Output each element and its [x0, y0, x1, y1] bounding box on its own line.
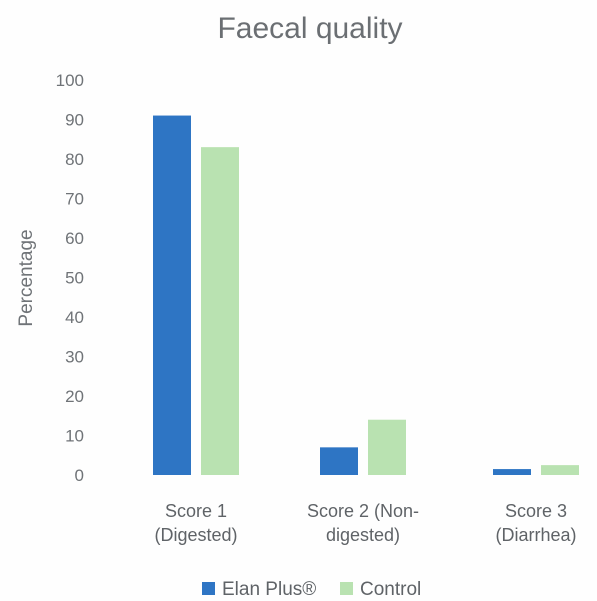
- x-category-label: Score 2 (Non-: [307, 501, 419, 521]
- x-category-label: (Digested): [154, 525, 237, 545]
- bars: [153, 115, 579, 476]
- bar-elan-plus-3: [493, 469, 531, 475]
- legend: Elan Plus® Control: [202, 579, 421, 600]
- x-category-label: (Diarrhea): [495, 525, 576, 545]
- y-tick-label: 70: [65, 190, 84, 209]
- x-category-label: digested): [326, 525, 400, 545]
- y-tick-label: 60: [65, 229, 84, 248]
- bar-control-3: [541, 465, 579, 475]
- y-tick-label: 40: [65, 308, 84, 327]
- bar-elan-plus-1: [153, 115, 191, 476]
- y-tick-label: 90: [65, 111, 84, 130]
- y-axis-ticks: 0 10 20 30 40 50 60 70 80 90 100: [56, 71, 84, 485]
- y-axis-label: Percentage: [16, 229, 37, 326]
- legend-label: Control: [360, 579, 421, 600]
- bar-control-2: [368, 419, 406, 475]
- chart-title: Faecal quality: [217, 12, 402, 45]
- y-tick-label: 30: [65, 348, 84, 367]
- y-tick-label: 50: [65, 269, 84, 288]
- x-axis-labels: Score 1 (Digested) Score 2 (Non-digested) S…: [154, 501, 576, 545]
- bar-control-1: [201, 147, 239, 475]
- y-tick-label: 0: [75, 466, 84, 485]
- y-tick-label: 20: [65, 387, 84, 406]
- legend-swatch: [202, 582, 215, 595]
- legend-swatch: [340, 582, 353, 595]
- x-category-label: Score 1: [165, 501, 227, 521]
- legend-label: Elan Plus®: [222, 579, 316, 600]
- bar-elan-plus-2: [320, 447, 358, 475]
- y-tick-label: 10: [65, 427, 84, 446]
- y-tick-label: 100: [56, 71, 84, 90]
- y-tick-label: 80: [65, 150, 84, 169]
- x-category-label: Score 3: [505, 501, 567, 521]
